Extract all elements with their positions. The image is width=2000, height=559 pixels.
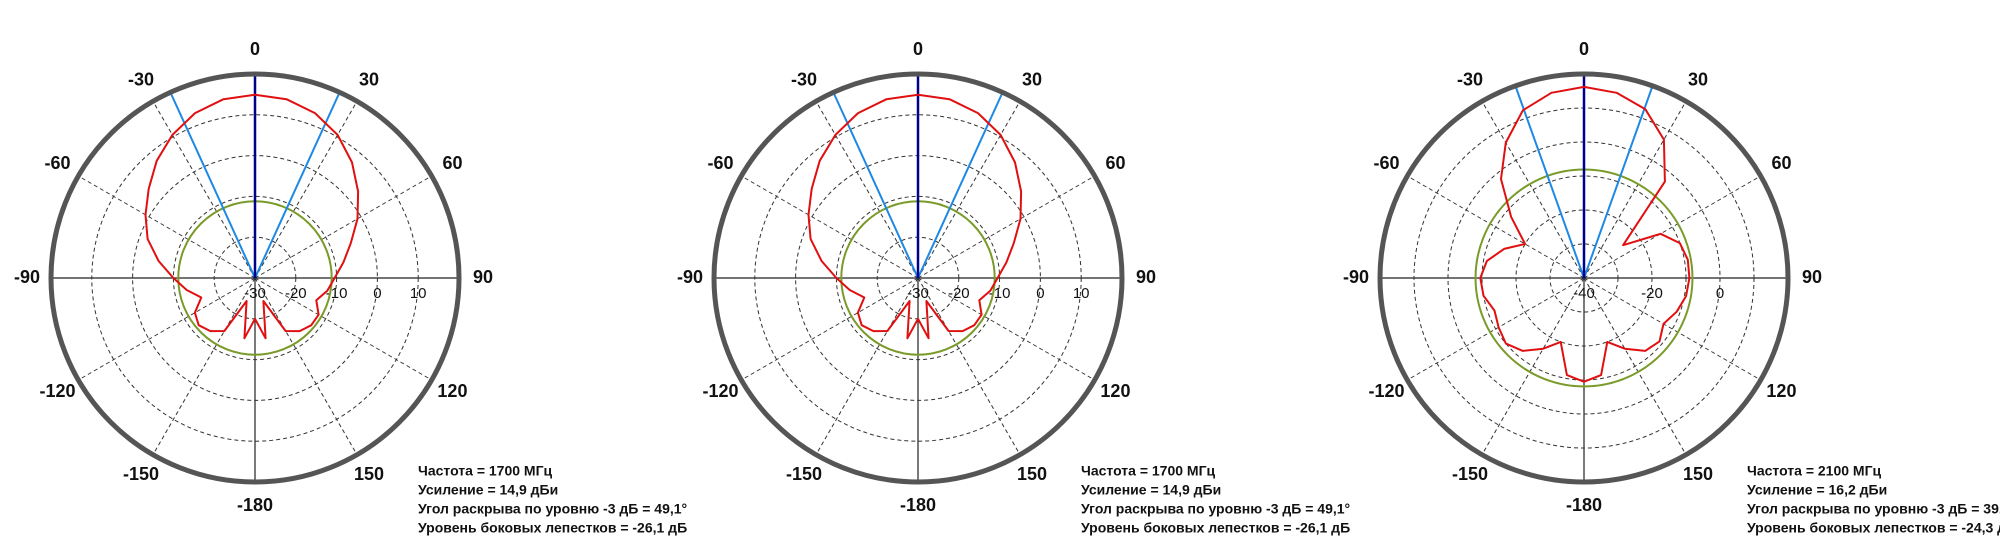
r-grid-circle — [91, 114, 419, 442]
theta-tick-label: -180 — [900, 495, 936, 515]
theta-grid-line — [254, 101, 358, 279]
pattern-line — [144, 93, 360, 340]
theta-grid-line — [815, 101, 919, 279]
theta-grid-line — [254, 277, 358, 455]
annotation: Уровень боковых лепестков = -26,1 дБ — [418, 520, 687, 536]
r-grid-circle — [754, 114, 1082, 442]
theta-grid-line — [1583, 175, 1761, 279]
r-grid-circle — [1515, 209, 1653, 347]
annotation: Частота = 1700 МГц — [418, 463, 553, 479]
theta-grid-line — [741, 175, 919, 279]
theta-grid-line — [917, 277, 1095, 381]
theta-tick-label: 0 — [913, 39, 923, 59]
theta-grid-line — [254, 175, 432, 279]
theta-tick-label: 120 — [437, 381, 467, 401]
theta-grid-line — [917, 101, 1021, 279]
annotation: Угол раскрыва по уровню -3 дБ = 49,1° — [418, 501, 687, 517]
r-tick-label: -30 — [244, 285, 266, 302]
r-tick-label: 0 — [1036, 285, 1044, 302]
theta-tick-label: -90 — [677, 267, 703, 287]
theta-tick-label: -180 — [1566, 495, 1602, 515]
theta-tick-label: 30 — [359, 69, 379, 89]
theta-tick-label: 60 — [1105, 153, 1125, 173]
theta-grid-line — [1481, 101, 1585, 279]
annotation: Уровень боковых лепестков = -26,1 дБ — [1081, 520, 1350, 536]
pattern-line — [807, 93, 1023, 340]
theta-tick-label: -180 — [237, 495, 273, 515]
r-tick-label: -30 — [907, 285, 929, 302]
r-tick-label: 10 — [410, 285, 427, 302]
theta-tick-label: -120 — [1369, 381, 1405, 401]
annotation: Частота = 2100 МГц — [1747, 463, 1882, 479]
theta-tick-label: 0 — [1579, 39, 1589, 59]
beam-edge-line — [1514, 85, 1585, 279]
r-tick-label: 0 — [1716, 285, 1724, 302]
annotation: Усиление = 16,2 дБи — [1747, 482, 1887, 498]
annotation: Усиление = 14,9 дБи — [418, 482, 558, 498]
annotation: Угол раскрыва по уровню -3 дБ = 49,1° — [1081, 501, 1350, 517]
theta-tick-label: -60 — [45, 153, 71, 173]
theta-grid-line — [152, 277, 256, 455]
theta-tick-label: -90 — [1343, 267, 1369, 287]
theta-tick-label: -150 — [1452, 464, 1488, 484]
theta-tick-label: 30 — [1688, 69, 1708, 89]
theta-grid-line — [741, 277, 919, 381]
theta-tick-label: 30 — [1022, 69, 1042, 89]
theta-tick-label: -150 — [786, 464, 822, 484]
theta-grid-line — [917, 277, 1021, 455]
theta-tick-label: 0 — [250, 39, 260, 59]
theta-grid-line — [78, 277, 256, 381]
theta-tick-label: 90 — [473, 267, 493, 287]
theta-tick-label: -30 — [128, 69, 154, 89]
theta-tick-label: 120 — [1100, 381, 1130, 401]
outer-circle — [1377, 71, 1791, 485]
beam-edge-line — [1583, 85, 1654, 279]
r-grid-circle — [1549, 243, 1619, 313]
theta-tick-label: -120 — [40, 381, 76, 401]
theta-tick-label: 120 — [1766, 381, 1796, 401]
r-tick-label: -20 — [948, 285, 970, 302]
pattern-line — [1479, 85, 1691, 383]
theta-grid-line — [78, 175, 256, 279]
outer-circle — [48, 71, 462, 485]
theta-tick-label: -60 — [1374, 153, 1400, 173]
r-tick-label: 0 — [373, 285, 381, 302]
theta-tick-label: 90 — [1802, 267, 1822, 287]
theta-grid-line — [254, 277, 432, 381]
theta-tick-label: -90 — [14, 267, 40, 287]
theta-tick-label: -120 — [703, 381, 739, 401]
theta-tick-label: -30 — [791, 69, 817, 89]
outer-circle — [711, 71, 1125, 485]
theta-tick-label: -30 — [1457, 69, 1483, 89]
annotation: Угол раскрыва по уровню -3 дБ = 39,3° — [1747, 501, 2000, 517]
theta-tick-label: 60 — [442, 153, 462, 173]
theta-tick-label: 60 — [1771, 153, 1791, 173]
theta-tick-label: -60 — [708, 153, 734, 173]
theta-tick-label: -150 — [123, 464, 159, 484]
r-tick-label: -20 — [285, 285, 307, 302]
theta-tick-label: 150 — [1017, 464, 1047, 484]
theta-grid-line — [1583, 277, 1761, 381]
theta-tick-label: 90 — [1136, 267, 1156, 287]
r-tick-label: -40 — [1573, 285, 1595, 302]
annotation: Частота = 1700 МГц — [1081, 463, 1216, 479]
theta-grid-line — [152, 101, 256, 279]
annotation: Усиление = 14,9 дБи — [1081, 482, 1221, 498]
r-tick-label: -20 — [1641, 285, 1663, 302]
theta-grid-line — [917, 175, 1095, 279]
r-tick-label: 10 — [1073, 285, 1090, 302]
annotation: Уровень боковых лепестков = -24,3 дБ — [1747, 520, 2000, 536]
theta-tick-label: 150 — [354, 464, 384, 484]
theta-tick-label: 150 — [1683, 464, 1713, 484]
theta-grid-line — [815, 277, 919, 455]
